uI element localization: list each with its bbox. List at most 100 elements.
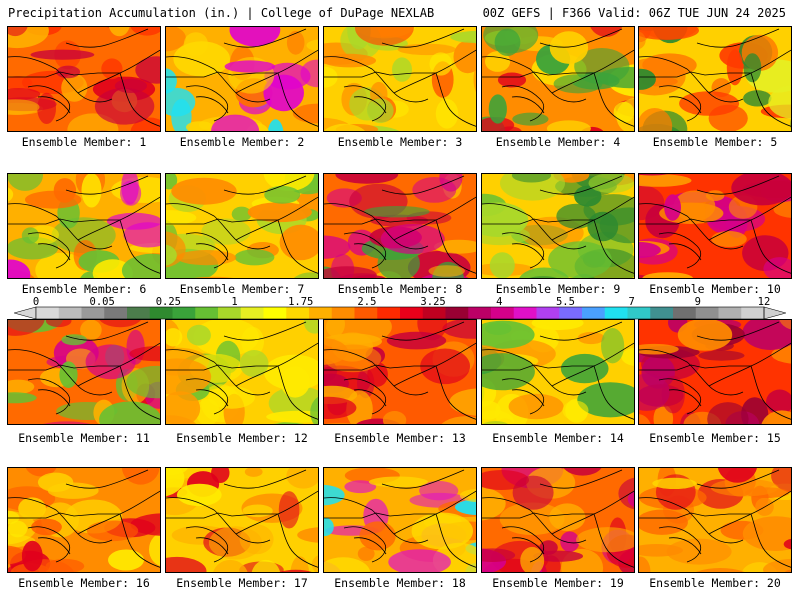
precip-blob [442, 320, 476, 339]
map-boundary-line [696, 469, 780, 489]
map-boundary-line [324, 71, 436, 78]
colorbar-segment [286, 307, 310, 319]
map-boundary-line [119, 72, 160, 127]
precip-blob [768, 85, 791, 119]
precip-blob [166, 358, 212, 396]
precip-blob [47, 482, 99, 499]
colorbar-segment [36, 307, 60, 319]
precip-blob [529, 276, 557, 278]
precip-field [166, 174, 318, 278]
map-boundary-line [539, 175, 623, 195]
precip-blob [173, 41, 230, 77]
precip-blob [731, 174, 791, 206]
precip-blob [114, 78, 147, 93]
map-boundary-line [343, 526, 386, 563]
ensemble-member-label: Ensemble Member: 4 [495, 135, 621, 149]
precip-blob [705, 190, 725, 201]
precip-blob [711, 231, 747, 247]
precip-blob [292, 103, 318, 124]
precip-blob [149, 533, 160, 566]
map-boundary-line [658, 232, 701, 269]
ensemble-member-label: Ensemble Member: 6 [21, 282, 147, 296]
precip-blob [279, 569, 312, 572]
precip-field [8, 27, 160, 131]
precip-blob [429, 52, 453, 76]
precip-blob [171, 98, 192, 131]
precip-blob [766, 389, 791, 415]
map-boundary-line [166, 349, 271, 396]
ensemble-member-label: Ensemble Member: 13 [334, 431, 466, 445]
map-boundary-line [37, 537, 71, 555]
ensemble-member-map [481, 173, 635, 279]
colorbar-segment [627, 307, 651, 319]
precip-blob [512, 475, 554, 510]
colorbar-tick-label: 2.5 [357, 296, 377, 308]
map-boundary-line [119, 513, 160, 568]
colorbar-segment [559, 307, 583, 319]
colorbar-segment [400, 307, 424, 319]
colorbar-segment [218, 307, 242, 319]
precip-blob [267, 119, 284, 131]
precip-blob [171, 177, 237, 205]
precip-blob [224, 60, 275, 73]
precip-blob [81, 174, 102, 208]
map-boundary-line [8, 71, 120, 78]
map-boundary-line [539, 28, 623, 48]
colorbar-segment [309, 307, 333, 319]
colorbar-segment [604, 307, 628, 319]
map-boundary-line [27, 232, 70, 269]
precip-blob [679, 91, 740, 116]
map-boundary-line [511, 243, 545, 261]
map-boundary-line [27, 526, 70, 563]
map-boundary-line [750, 365, 791, 420]
precip-blob [512, 112, 549, 126]
map-boundary-line [185, 526, 228, 563]
precip-blob [560, 531, 580, 552]
precip-blob [621, 347, 634, 366]
precip-blob [18, 497, 46, 520]
map-boundary-line [185, 378, 228, 415]
precip-blob [642, 272, 694, 278]
precip-blob [324, 422, 355, 424]
precip-blob [497, 72, 527, 88]
precip-blob [86, 520, 139, 542]
precip-blob [742, 516, 791, 551]
colorbar-tick-label: 4 [496, 296, 503, 308]
precip-blob [166, 328, 183, 347]
precip-blob [166, 27, 186, 52]
map-boundary-line [593, 513, 634, 568]
colorbar-tick-label: 5.5 [555, 296, 575, 308]
ensemble-member-map [323, 26, 477, 132]
map-boundary-line [482, 203, 587, 250]
colorbar-max-arrow [763, 306, 786, 320]
map-boundary-line [696, 28, 780, 48]
precip-blob [482, 548, 516, 562]
precip-blob [297, 527, 318, 543]
ensemble-member-map [7, 26, 161, 132]
map-boundary-line [435, 365, 476, 420]
precip-blob [698, 350, 745, 361]
precip-blob [30, 49, 95, 60]
precip-blob [508, 393, 564, 420]
precip-blob [53, 178, 77, 203]
precip-blob [450, 30, 476, 44]
ensemble-member-label: Ensemble Member: 2 [179, 135, 305, 149]
colorbar-tick-label: 3.25 [420, 296, 446, 308]
ensemble-member-map [481, 26, 635, 132]
precip-blob [311, 555, 318, 572]
map-boundary-line [277, 513, 318, 568]
map-boundary-line [658, 526, 701, 563]
precip-blob [264, 185, 301, 204]
precip-blob [166, 68, 177, 94]
precip-blob [761, 410, 791, 424]
colorbar-segment [149, 307, 173, 319]
precip-blob [382, 411, 407, 424]
precip-blob [546, 120, 591, 131]
map-boundary-line [539, 321, 623, 341]
precip-blob [108, 549, 144, 571]
map-boundary-line [381, 175, 465, 195]
precip-blob [368, 476, 428, 488]
map-boundary-line [27, 378, 70, 415]
precip-blob [166, 468, 185, 497]
map-boundary-line [668, 389, 702, 407]
